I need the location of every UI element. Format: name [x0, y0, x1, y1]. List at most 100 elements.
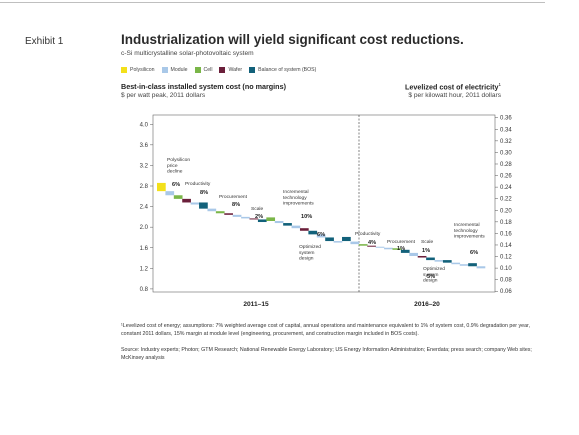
right-axis-heading-text: Levelized cost of electricity [405, 82, 499, 92]
waterfall-bar [266, 217, 276, 221]
annotation-line: Productivity [355, 231, 381, 237]
legend-item-cell: Cell [194, 67, 212, 73]
right-axis-heading: Levelized cost of electricity1 [405, 82, 501, 91]
annotation-percent: 6% [317, 232, 325, 238]
waterfall-bar [375, 246, 385, 248]
annotation-line: Scale [421, 239, 434, 245]
annotation-label: Productivity [355, 231, 381, 237]
waterfall-bar [426, 257, 435, 261]
right-axis-tick-label: 0.28 [500, 162, 512, 168]
annotation-line: system [299, 250, 315, 256]
annotation-line: price [167, 163, 178, 169]
annotation-line: system [423, 272, 439, 278]
right-axis-tick-label: 0.22 [500, 197, 512, 203]
annotation-line: technology [283, 195, 307, 201]
waterfall-bar [459, 264, 469, 266]
waterfall-bar [392, 248, 402, 250]
waterfall-bar [207, 208, 217, 212]
annotation-line: design [423, 278, 438, 284]
waterfall-bar [173, 195, 183, 199]
waterfall-bar [199, 202, 208, 209]
annotation-line: Optimized [299, 244, 321, 250]
legend-item-module: Module [161, 67, 188, 73]
annotation-line: Incremental [283, 189, 309, 195]
legend-swatch-polysilicon [121, 67, 127, 73]
left-axis-units: $ per watt peak, 2011 dollars [121, 92, 206, 99]
annotation-label: Polysilicon price decline [167, 157, 190, 175]
period-label: 2016–20 [414, 301, 440, 308]
annotation-label: Procurement [219, 194, 248, 200]
chart-legend: Polysilicon Module Cell Wafer Balance of… [121, 67, 323, 73]
legend-label: Wafer [228, 67, 243, 73]
waterfall-bar [342, 236, 351, 242]
right-axis-tick-label: 0.12 [500, 255, 512, 261]
annotation-line: decline [167, 169, 183, 175]
annotation-label: Incremental technology improvements [454, 222, 485, 240]
annotation-percent: 2% [255, 214, 263, 220]
right-axis-tick-label: 0.06 [500, 289, 512, 295]
right-axis-tick-label: 0.30 [500, 150, 512, 156]
waterfall-bar [316, 234, 326, 238]
waterfall-bar [442, 260, 452, 263]
waterfall-bar [232, 214, 242, 217]
legend-label: Balance of system (BOS) [258, 67, 317, 73]
waterfall-bar [409, 252, 419, 256]
annotation-line: improvements [283, 201, 314, 207]
waterfall-bar [165, 191, 175, 196]
annotation-label: Scale [421, 239, 434, 245]
annotation-line: Procurement [219, 194, 248, 200]
right-axis-tick-label: 0.36 [500, 116, 512, 122]
annotation-label: Optimized system design [299, 244, 321, 262]
legend-swatch-cell [194, 67, 201, 73]
right-axis-tick-label: 0.32 [500, 139, 512, 145]
footnote: ¹Levelized cost of energy; assumptions: … [121, 323, 530, 337]
left-axis-tick-label: 1.6 [140, 246, 149, 252]
annotation-label: Scale [251, 206, 264, 212]
right-axis-tick-label: 0.26 [500, 174, 512, 180]
waterfall-bar [434, 260, 444, 262]
right-axis-tick-label: 0.14 [500, 243, 512, 249]
top-rule [0, 2, 545, 3]
legend-swatch-module [161, 67, 168, 73]
annotation-percent: 6% [470, 250, 478, 256]
annotation-label: Procurement [387, 239, 416, 245]
left-axis-tick-label: 0.8 [140, 287, 149, 293]
waterfall-bar [476, 266, 486, 269]
right-axis-tick-label: 0.20 [500, 208, 512, 214]
right-axis-tick-label: 0.34 [500, 127, 512, 133]
legend-item-polysilicon: Polysilicon [121, 67, 155, 73]
waterfall-bar [291, 225, 301, 229]
source-note: Source: Industry experts; Photon; GTM Re… [121, 347, 532, 361]
waterfall-bar [274, 220, 284, 224]
waterfall-bar [308, 230, 318, 235]
left-axis-tick-label: 3.2 [140, 163, 149, 169]
waterfall-bar [190, 202, 200, 205]
waterfall-bar [224, 213, 233, 215]
chart-title: Industrialization will yield significant… [121, 32, 464, 47]
waterfall-bar [215, 211, 225, 214]
left-axis-tick-label: 2.0 [140, 225, 149, 231]
annotation-percent: 10% [301, 214, 312, 220]
plot-frame [152, 114, 496, 293]
annotation-line: Procurement [387, 239, 416, 245]
waterfall-bar [241, 216, 250, 219]
chart-subtitle: c-Si multicrystalline solar-photovoltaic… [121, 50, 254, 57]
legend-swatch-wafer [219, 67, 226, 73]
right-axis-units: $ per kilowatt hour, 2011 dollars [408, 92, 501, 99]
annotation-percent: 1% [397, 246, 405, 252]
waterfall-bar [468, 263, 477, 267]
left-axis-tick-label: 2.4 [140, 205, 149, 211]
waterfall-bar [358, 244, 368, 246]
waterfall-bar [451, 262, 461, 265]
left-axis-tick-label: 2.8 [140, 184, 149, 190]
annotation-line: Scale [251, 206, 264, 212]
annotation-label: Incremental technology improvements [283, 189, 314, 207]
waterfall-bar [400, 249, 410, 253]
waterfall-bar [299, 228, 309, 231]
right-axis-tick-label: 0.24 [500, 185, 512, 191]
annotation-percent: 6% [172, 182, 180, 188]
annotation-percent: 8% [200, 190, 208, 196]
right-axis-tick-label: 0.18 [500, 220, 512, 226]
exhibit-label: Exhibit 1 [25, 36, 64, 47]
waterfall-bar [283, 223, 292, 226]
